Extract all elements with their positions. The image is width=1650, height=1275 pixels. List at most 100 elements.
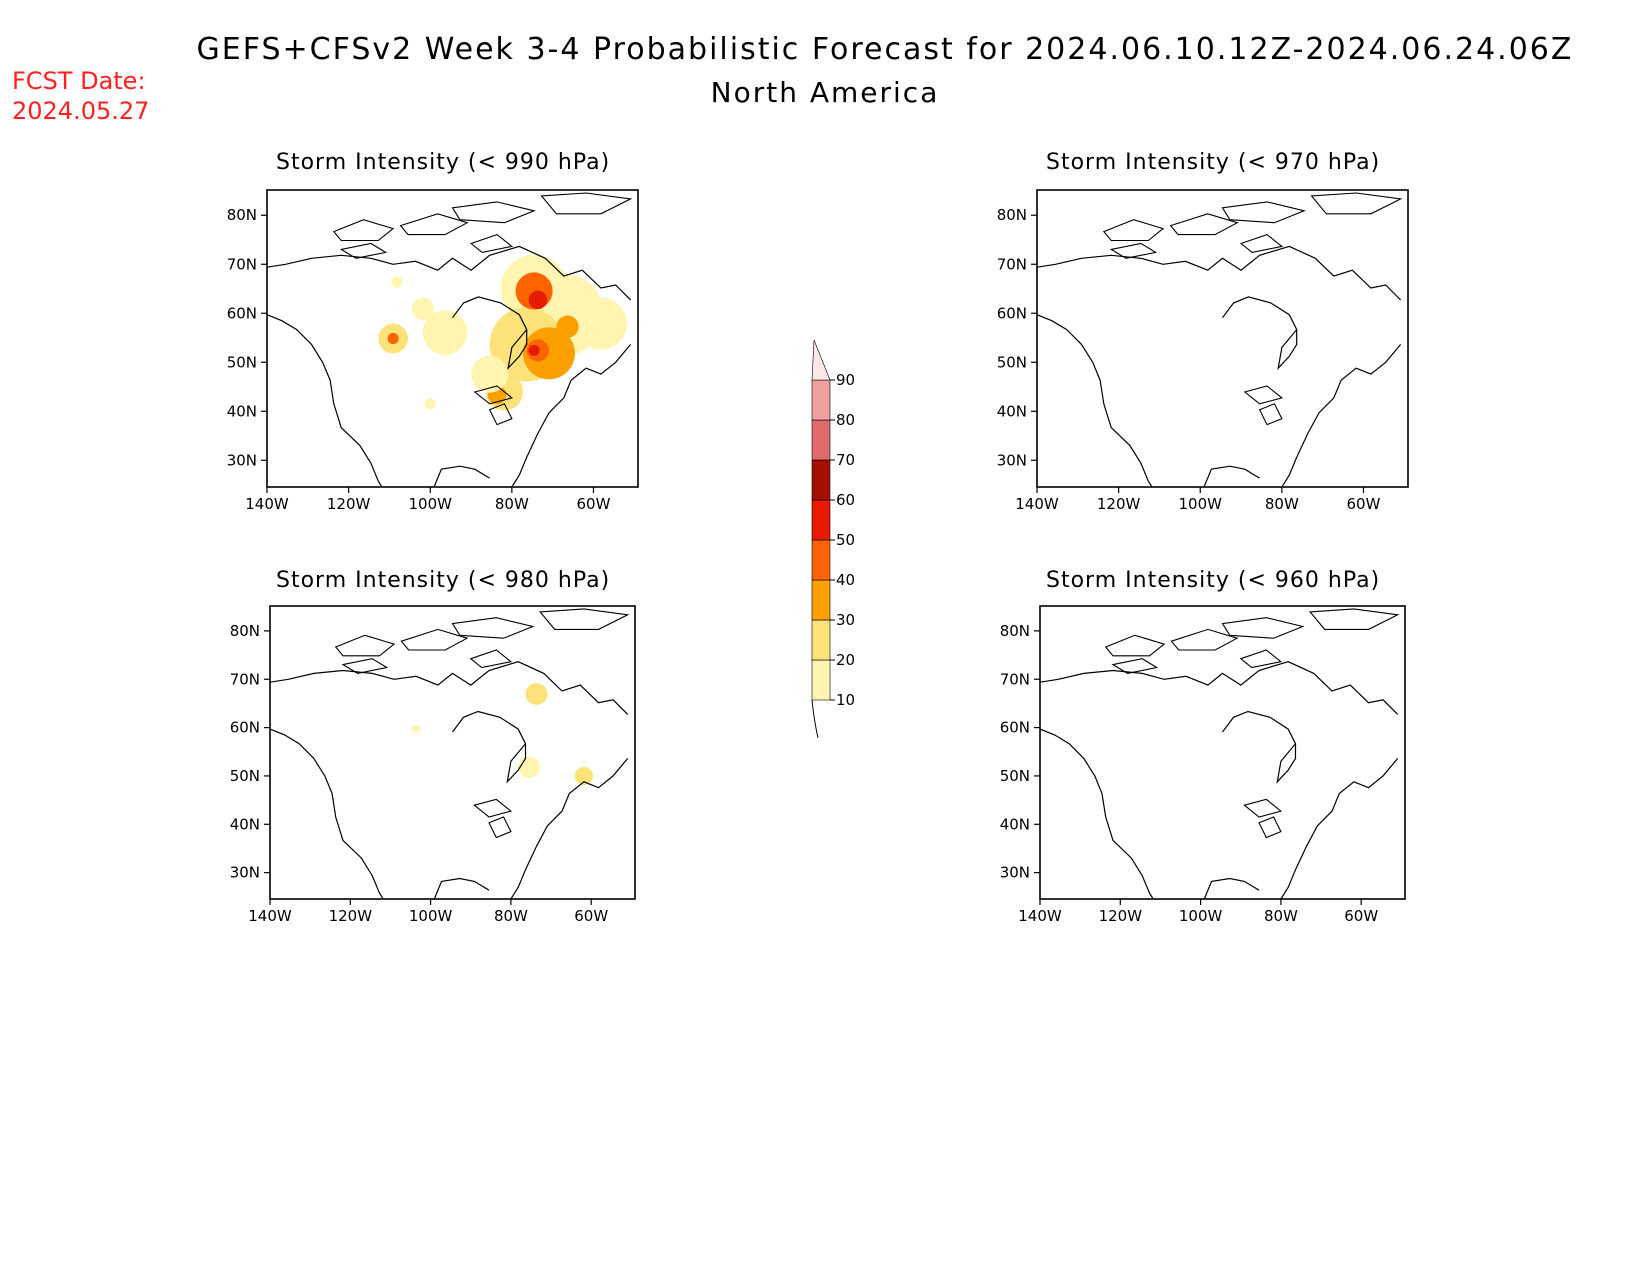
panel-title-980: Storm Intensity (< 980 hPa) <box>276 568 611 593</box>
probability-shade-990-16 <box>411 297 434 320</box>
arctic-coastline-960 <box>1040 661 1399 715</box>
colorbar-segment <box>811 579 831 621</box>
arctic-island-960-1 <box>1170 628 1239 651</box>
colorbar-label: 10 <box>836 691 855 709</box>
region-subtitle: North America <box>710 76 940 109</box>
lat-tick-label: 50N <box>1000 767 1030 785</box>
forecast-title: GEFS+CFSv2 Week 3-4 Probabilistic Foreca… <box>196 32 1574 67</box>
colorbar-segment <box>811 459 831 501</box>
map-frame-980 <box>269 605 636 900</box>
map-frame-970 <box>1036 189 1409 488</box>
fcst-date-value: 2024.05.27 <box>12 97 150 125</box>
lat-tick-label: 70N <box>997 255 1027 273</box>
great-lake-960-1 <box>1258 816 1282 839</box>
east-coastline-970 <box>1281 344 1402 487</box>
probability-shade-990-17 <box>391 276 403 288</box>
arctic-island-980-2 <box>451 617 535 639</box>
arctic-island-960-3 <box>1111 658 1159 674</box>
colorbar-segment <box>811 379 831 421</box>
arctic-island-990-1 <box>399 213 469 236</box>
arctic-coastline-970 <box>1037 245 1402 301</box>
colorbar-label: 60 <box>836 491 855 509</box>
colorbar-label: 80 <box>836 411 855 429</box>
lat-tick-label: 80N <box>227 206 257 224</box>
probability-shade-980-2 <box>574 766 594 786</box>
lon-tick-label: 60W <box>1344 907 1378 925</box>
map-frame-990 <box>266 189 639 488</box>
lat-tick-label: 60N <box>997 304 1027 322</box>
colorbar-top-triangle <box>811 339 831 381</box>
forecast-date-label: FCST Date: 2024.05.27 <box>12 66 149 126</box>
arctic-island-990-4 <box>469 233 514 253</box>
colorbar-segment <box>811 659 831 701</box>
probability-shade-980-3 <box>411 724 421 734</box>
great-lake-990-0 <box>473 385 514 405</box>
probability-colorbar: 10 20 30 40 50 60 70 80 90 <box>811 339 855 739</box>
great-lake-970-0 <box>1243 385 1284 405</box>
arctic-coastline-980 <box>270 661 629 715</box>
great-lake-960-0 <box>1243 798 1283 818</box>
hudson-bay-coastline-970 <box>1222 296 1298 371</box>
lat-tick-label: 50N <box>230 767 260 785</box>
lat-tick-label: 30N <box>227 451 257 469</box>
panel-title-960: Storm Intensity (< 960 hPa) <box>1046 568 1381 593</box>
lat-tick-label: 50N <box>227 353 257 371</box>
arctic-island-960-0 <box>1104 634 1166 657</box>
gulf-coastline-970 <box>1203 465 1260 487</box>
map-panel-970: 80N 70N 60N 50N 40N 30N 140W 120W 100W 80W 60W <box>997 189 1409 513</box>
lon-tick-label: 120W <box>327 495 371 513</box>
lon-tick-label: 120W <box>1099 907 1143 925</box>
colorbar-segment <box>811 619 831 661</box>
great-lake-990-1 <box>488 403 513 426</box>
colorbar-label: 30 <box>836 611 855 629</box>
colorbar-bottom-tail <box>811 699 819 739</box>
lon-tick-label: 60W <box>577 495 611 513</box>
west-coastline-960 <box>1040 728 1154 899</box>
lon-tick-label: 60W <box>574 907 608 925</box>
colorbar-segment <box>811 539 831 581</box>
lat-tick-label: 40N <box>997 402 1027 420</box>
panel-title-970: Storm Intensity (< 970 hPa) <box>1046 150 1381 175</box>
hudson-bay-coastline-960 <box>1222 710 1297 784</box>
arctic-island-960-5 <box>1308 608 1400 630</box>
arctic-island-970-1 <box>1169 213 1239 236</box>
arctic-island-970-5 <box>1310 192 1403 215</box>
probability-shade-990-12 <box>422 310 468 355</box>
lat-tick-label: 40N <box>227 402 257 420</box>
lat-tick-label: 80N <box>1000 622 1030 640</box>
lat-tick-label: 40N <box>1000 815 1030 833</box>
lon-tick-label: 120W <box>1097 495 1141 513</box>
lon-tick-label: 100W <box>409 495 453 513</box>
colorbar-label: 70 <box>836 451 855 469</box>
colorbar-label: 20 <box>836 651 855 669</box>
arctic-island-960-4 <box>1239 649 1283 669</box>
arctic-island-970-3 <box>1109 242 1158 259</box>
east-coastline-960 <box>1280 758 1399 899</box>
probability-shade-990-5 <box>528 290 548 310</box>
probability-shade-990-7 <box>528 344 540 356</box>
lon-tick-label: 140W <box>1015 495 1059 513</box>
map-panel-980: 80N 70N 60N 50N 40N 30N 140W 120W 100W 80W 60W <box>230 605 636 925</box>
east-coastline-990 <box>511 344 632 487</box>
arctic-island-990-2 <box>451 201 536 224</box>
great-lake-980-0 <box>473 798 513 818</box>
lon-tick-label: 100W <box>1179 907 1223 925</box>
lon-tick-label: 100W <box>1179 495 1223 513</box>
lat-tick-label: 30N <box>230 864 260 882</box>
map-frame-960 <box>1039 605 1406 900</box>
east-coastline-980 <box>510 758 629 899</box>
arctic-island-980-1 <box>400 628 469 651</box>
lon-tick-label: 80W <box>495 495 529 513</box>
lon-tick-label: 80W <box>1264 907 1298 925</box>
colorbar-segment <box>811 419 831 461</box>
fcst-date-heading: FCST Date: <box>12 67 146 95</box>
lon-tick-label: 140W <box>245 495 289 513</box>
lon-tick-label: 120W <box>329 907 373 925</box>
lon-tick-label: 100W <box>409 907 453 925</box>
arctic-island-970-4 <box>1239 233 1284 253</box>
west-coastline-970 <box>1037 314 1153 487</box>
colorbar-segment <box>811 499 831 541</box>
arctic-island-980-5 <box>538 608 630 630</box>
arctic-island-970-0 <box>1102 219 1165 242</box>
